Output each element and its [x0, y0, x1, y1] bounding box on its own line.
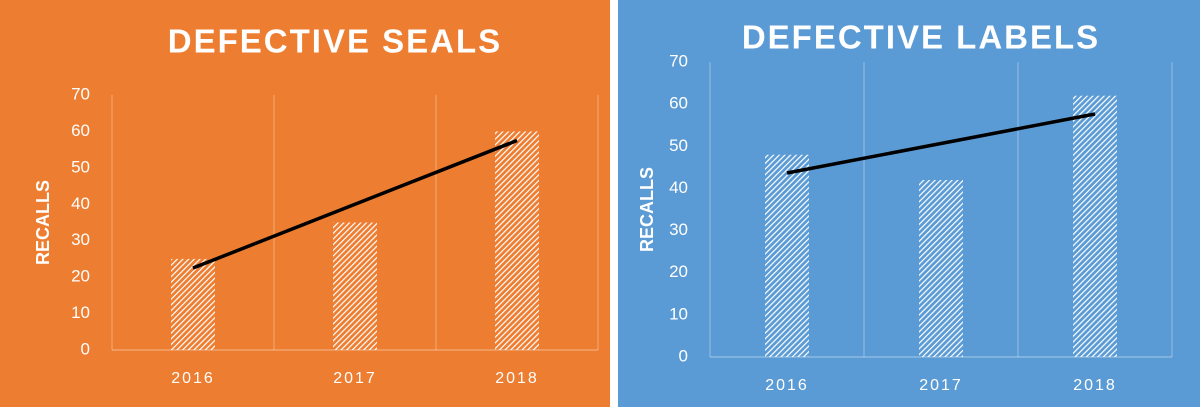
bar — [1073, 95, 1117, 357]
x-tick-label: 2017 — [333, 370, 377, 387]
chart-title: DEFECTIVE LABELS — [742, 19, 1100, 56]
y-tick-label: 70 — [669, 51, 688, 70]
y-tick-label: 20 — [669, 262, 688, 281]
chart-title: DEFECTIVE SEALS — [168, 23, 502, 60]
bar — [495, 131, 539, 350]
y-axis-label: RECALLS — [33, 180, 53, 265]
bar — [171, 258, 215, 350]
y-tick-label: 20 — [71, 267, 90, 286]
y-tick-label: 60 — [71, 121, 90, 140]
bar — [919, 180, 963, 357]
y-tick-label: 10 — [669, 304, 688, 323]
y-tick-label: 40 — [71, 194, 90, 213]
y-tick-label: 0 — [81, 339, 90, 358]
x-tick-label: 2018 — [495, 370, 539, 387]
y-tick-label: 70 — [71, 84, 90, 103]
y-tick-label: 40 — [669, 178, 688, 197]
trendline — [192, 138, 518, 270]
y-tick-label: 30 — [669, 220, 688, 239]
y-axis-label: RECALLS — [637, 167, 657, 252]
bar — [765, 154, 809, 357]
trendline — [786, 112, 1096, 175]
y-tick-label: 0 — [679, 346, 688, 365]
x-tick-label: 2017 — [919, 377, 963, 394]
bar — [333, 222, 377, 350]
x-tick-label: 2016 — [765, 377, 809, 394]
x-tick-label: 2016 — [171, 370, 215, 387]
y-tick-label: 50 — [669, 136, 688, 155]
y-tick-label: 60 — [669, 94, 688, 113]
x-tick-label: 2018 — [1073, 377, 1117, 394]
y-tick-label: 10 — [71, 303, 90, 322]
y-tick-label: 30 — [71, 230, 90, 249]
y-tick-label: 50 — [71, 157, 90, 176]
